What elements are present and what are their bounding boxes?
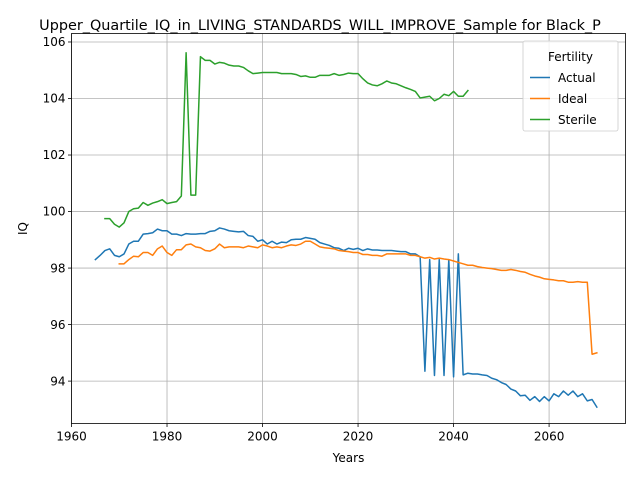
- legend-title: Fertility: [548, 50, 593, 64]
- y-tick-label: 106: [43, 35, 66, 49]
- legend-label-sterile: Sterile: [558, 113, 597, 127]
- y-axis-label: IQ: [16, 222, 30, 235]
- x-tick-label: 2060: [534, 430, 565, 444]
- x-tick-label: 2000: [247, 430, 278, 444]
- series-line-actual: [94, 227, 598, 409]
- plot-area-frame: [71, 33, 626, 424]
- legend-frame: [522, 40, 619, 132]
- x-tick-label: 1960: [56, 430, 87, 444]
- x-tick-label: 2020: [343, 430, 374, 444]
- legend-label-ideal: Ideal: [558, 92, 587, 106]
- axis-ticks: 1960 1980 2000 2020 2040 2060 94 96 98 100 102 104 1…: [43, 35, 565, 443]
- y-tick-label: 100: [43, 205, 66, 219]
- y-tick-label: 104: [43, 92, 66, 106]
- series-lines: [94, 51, 598, 409]
- series-line-ideal: [118, 240, 598, 356]
- x-tick-label: 1980: [152, 430, 183, 444]
- series-line-sterile: [104, 51, 469, 228]
- x-axis-label: Years: [332, 451, 365, 465]
- y-tick-label: 96: [50, 318, 65, 332]
- y-tick-label: 94: [50, 374, 65, 388]
- legend: Fertility Actual Ideal Sterile: [522, 40, 619, 132]
- y-tick-label: 98: [50, 261, 65, 275]
- chart-title: Upper_Quartile_IQ_in_LIVING_STANDARDS_WI…: [39, 18, 601, 34]
- y-tick-label: 102: [43, 148, 66, 162]
- legend-label-actual: Actual: [558, 71, 596, 85]
- x-tick-label: 2040: [438, 430, 469, 444]
